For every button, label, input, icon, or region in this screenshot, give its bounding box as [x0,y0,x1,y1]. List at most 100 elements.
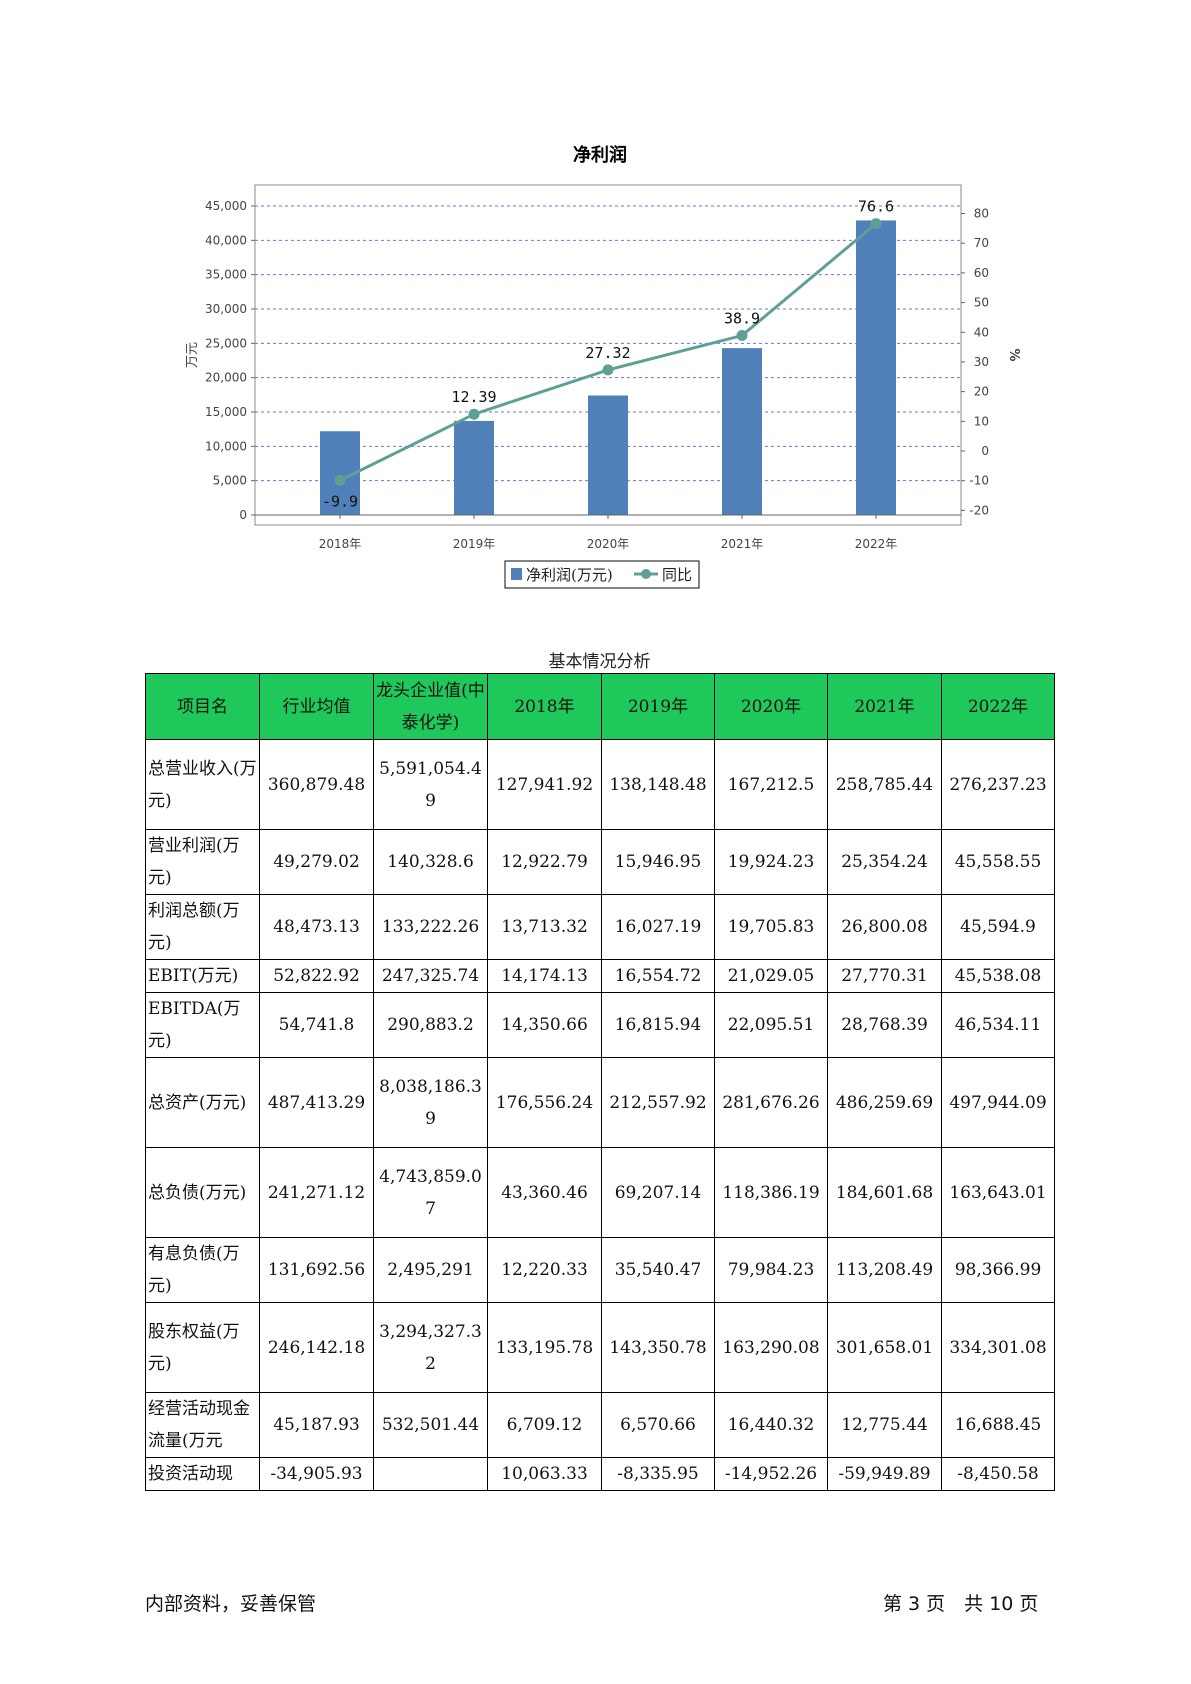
value-cell: 21,029.05 [714,959,828,993]
row-label-cell: 总负债(万元) [145,1147,260,1238]
legend-line-marker [641,569,651,579]
value-cell: 15,946.95 [601,829,715,895]
value-cell: 276,237.23 [941,739,1055,830]
x-tick-label: 2018年 [319,537,362,551]
y2-tick-label: 80 [974,207,989,221]
table-row: 利润总额(万元) 48,473.13 133,222.26 13,713.32 16,0… [145,894,1055,960]
value-cell: 532,501.44 [373,1392,488,1458]
y-tick-label: 0 [239,508,247,522]
value-cell: 5,591,054.49 [373,739,488,830]
value-cell: 45,538.08 [941,959,1055,993]
value-cell: 16,688.45 [941,1392,1055,1458]
value-cell: 163,643.01 [941,1147,1055,1238]
yoy-data-label: 12.39 [451,388,496,406]
row-label-cell: 总资产(万元) [145,1057,260,1148]
row-label-cell: 总营业收入(万元) [145,739,260,830]
value-cell [373,1457,488,1491]
value-cell: 45,558.55 [941,829,1055,895]
table-row: 总资产(万元) 487,413.29 8,038,186.39 176,556.24 2… [145,1057,1055,1148]
bar [722,348,762,515]
y2-tick-label: -20 [969,503,989,517]
value-cell: 167,212.5 [714,739,828,830]
yoy-data-label: 27.32 [585,344,630,362]
value-cell: 133,222.26 [373,894,488,960]
y-axis-label: 万元 [185,342,200,368]
y-tick-label: 10,000 [205,439,247,453]
value-cell: 140,328.6 [373,829,488,895]
header-year: 2018年 [487,673,602,740]
value-cell: 246,142.18 [259,1302,374,1393]
value-cell: -34,905.93 [259,1457,374,1491]
value-cell: 163,290.08 [714,1302,828,1393]
value-cell: 301,658.01 [827,1302,942,1393]
net-profit-chart: 净利润 -9.9 12.39 27.32 38.9 76.6 0 5,000 10,000 1… [185,144,1021,589]
value-cell: 19,924.23 [714,829,828,895]
yoy-point [736,330,748,342]
y2-tick-label: -10 [969,474,989,488]
header-industry-avg: 行业均值 [259,673,374,740]
legend-bar-swatch [511,568,522,580]
value-cell: 54,741.8 [259,992,374,1058]
table-row: 投资活动现 -34,905.93 10,063.33 -8,335.95 -14,952… [145,1457,1055,1491]
value-cell: -8,450.58 [941,1457,1055,1491]
value-cell: 48,473.13 [259,894,374,960]
table-caption: 基本情况分析 [548,652,651,672]
value-cell: 10,063.33 [487,1457,602,1491]
value-cell: 45,594.9 [941,894,1055,960]
bar-series [320,220,896,516]
value-cell: 49,279.02 [259,829,374,895]
y-tick-label: 15,000 [205,405,247,419]
value-cell: 14,350.66 [487,992,602,1058]
table-row: 营业利润(万元) 49,279.02 140,328.6 12,922.79 15,94… [145,829,1055,895]
row-label-cell: 营业利润(万元) [145,829,260,895]
header-year: 2021年 [827,673,942,740]
chart-legend: 净利润(万元) 同比 [504,560,700,589]
value-cell: 3,294,327.32 [373,1302,488,1393]
value-cell: 290,883.2 [373,992,488,1058]
value-cell: 6,709.12 [487,1392,602,1458]
y-tick-label: 25,000 [205,336,247,350]
value-cell: 113,208.49 [827,1237,942,1303]
value-cell: -59,949.89 [827,1457,942,1491]
y2-tick-label: 0 [981,444,989,458]
value-cell: 46,534.11 [941,992,1055,1058]
row-label-cell: 投资活动现 [145,1457,260,1491]
yoy-point [468,408,480,420]
value-cell: 138,148.48 [601,739,715,830]
table-header-row: 项目名 行业均值 龙头企业值(中泰化学) 2018年 2019年 2020年 2… [145,673,1055,740]
yoy-data-label: 76.6 [858,198,894,216]
header-leader-value: 龙头企业值(中泰化学) [373,673,488,740]
yoy-point [602,364,614,376]
legend-box [504,560,700,589]
yoy-point [334,474,346,486]
table-row: 总营业收入(万元) 360,879.48 5,591,054.49 127,941.9… [145,739,1055,830]
value-cell: 69,207.14 [601,1147,715,1238]
y2-tick-label: 50 [974,296,989,310]
value-cell: 16,440.32 [714,1392,828,1458]
row-label-cell: 股东权益(万元) [145,1302,260,1393]
value-cell: 247,325.74 [373,959,488,993]
bar [588,395,628,515]
chart-gridlines [255,205,961,482]
y-tick-label: 30,000 [205,302,247,316]
row-label-cell: 利润总额(万元) [145,894,260,960]
table-row: 经营活动现金流量(万元 45,187.93 532,501.44 6,709.12 6,… [145,1392,1055,1458]
value-cell: 45,187.93 [259,1392,374,1458]
value-cell: 43,360.46 [487,1147,602,1238]
legend-line-label: 同比 [662,566,692,584]
bar [454,420,494,515]
table-row: 股东权益(万元) 246,142.18 3,294,327.32 133,195.78… [145,1302,1055,1393]
bar [856,220,896,516]
value-cell: 360,879.48 [259,739,374,830]
value-cell: 14,174.13 [487,959,602,993]
value-cell: 27,770.31 [827,959,942,993]
header-year: 2022年 [941,673,1055,740]
value-cell: 184,601.68 [827,1147,942,1238]
value-cell: 12,220.33 [487,1237,602,1303]
footer-page-number: 第 3 页 共 10 页 [883,1593,1039,1615]
value-cell: 25,354.24 [827,829,942,895]
chart-axes: 0 5,000 10,000 15,000 20,000 25,000 30,000 35,0… [185,199,1021,551]
y2-tick-label: 10 [974,414,989,428]
value-cell: 334,301.08 [941,1302,1055,1393]
y-tick-label: 45,000 [205,199,247,213]
